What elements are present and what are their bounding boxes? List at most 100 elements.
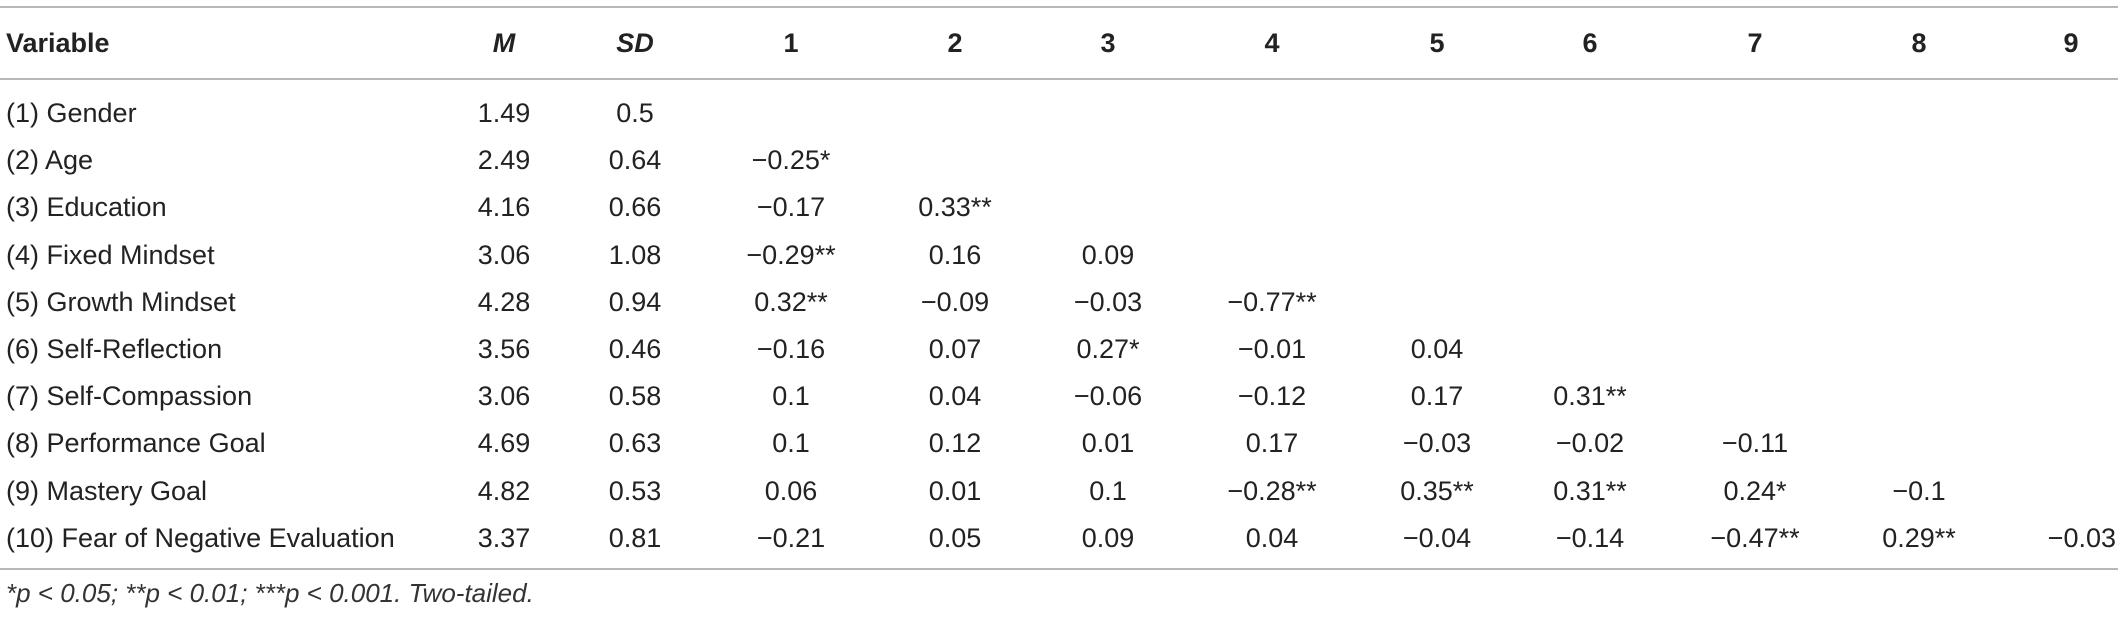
cell-sd: 0.81 [608, 522, 662, 553]
header-variable: Variable [6, 28, 110, 58]
cell-sd: 0.94 [608, 286, 662, 317]
row-label: (6) Self-Reflection [6, 333, 223, 364]
cell-correlation-col-3: −0.06 [1073, 381, 1143, 412]
header-col-7: 7 [1747, 28, 1763, 58]
cell-correlation-col-8: 0.29** [1882, 522, 1956, 553]
cell-correlation-col-6: 0.31** [1553, 381, 1627, 412]
cell-correlation-col-6: −0.14 [1555, 522, 1625, 553]
cell-sd: 0.5 [616, 98, 654, 128]
table-row: (7) Self-Compassion 3.06 0.58 0.1 0.04 −0.06 −… [0, 373, 2118, 420]
cell-correlation-col-1: −0.21 [756, 522, 826, 553]
cell-correlation-col-2: 0.33** [918, 192, 992, 223]
cell-sd: 0.66 [608, 192, 662, 223]
cell-sd: 0.58 [608, 381, 662, 412]
row-label: (9) Mastery Goal [6, 475, 208, 506]
cell-sd: 1.08 [608, 239, 662, 270]
cell-correlation-col-1: −0.17 [756, 192, 826, 223]
table-row: (9) Mastery Goal 4.82 0.53 0.06 0.01 0.1 −0.28… [0, 468, 2118, 515]
row-label: (8) Performance Goal [6, 428, 266, 459]
cell-mean: 4.16 [477, 192, 531, 223]
cell-correlation-col-1: −0.29** [746, 239, 836, 270]
cell-correlation-col-2: 0.16 [928, 239, 982, 270]
cell-correlation-col-2: 0.12 [928, 428, 982, 459]
row-label: (1) Gender [6, 98, 137, 128]
cell-correlation-col-2: 0.04 [928, 381, 982, 412]
row-label: (7) Self-Compassion [6, 381, 253, 412]
row-label: (2) Age [6, 145, 94, 176]
cell-correlation-col-4: −0.12 [1237, 381, 1307, 412]
cell-sd: 0.63 [608, 428, 662, 459]
cell-correlation-col-5: 0.17 [1410, 381, 1464, 412]
table-top-rule [0, 6, 2118, 8]
cell-correlation-col-1: 0.1 [772, 428, 810, 459]
cell-sd: 0.64 [608, 145, 662, 176]
header-col-6: 6 [1582, 28, 1598, 58]
cell-correlation-col-6: −0.02 [1555, 428, 1625, 459]
table-bottom-rule [0, 568, 2118, 570]
header-col-5: 5 [1429, 28, 1445, 58]
cell-correlation-col-5: −0.03 [1402, 428, 1472, 459]
cell-correlation-col-1: 0.1 [772, 381, 810, 412]
cell-correlation-col-4: −0.77** [1227, 286, 1317, 317]
cell-correlation-col-1: 0.06 [764, 475, 818, 506]
table-row: (6) Self-Reflection 3.56 0.46 −0.16 0.07 0.27… [0, 326, 2118, 373]
cell-correlation-col-4: −0.28** [1227, 475, 1317, 506]
table-row: (2) Age 2.49 0.64 −0.25* [0, 137, 2118, 184]
cell-correlation-col-2: 0.05 [928, 522, 982, 553]
table-header-rule [0, 78, 2118, 80]
header-sd: SD [616, 28, 654, 58]
cell-correlation-col-3: 0.1 [1089, 475, 1127, 506]
table-row: (5) Growth Mindset 4.28 0.94 0.32** −0.09 −0.… [0, 279, 2118, 326]
table-footnote: *p < 0.05; **p < 0.01; ***p < 0.001. Two… [6, 578, 534, 608]
table-header-row: Variable M SD 1 2 3 4 5 6 7 8 9 [0, 8, 2118, 78]
header-col-8: 8 [1911, 28, 1927, 58]
header-col-3: 3 [1100, 28, 1116, 58]
header-m: M [492, 28, 516, 58]
cell-correlation-col-2: 0.01 [928, 475, 982, 506]
cell-correlation-col-5: 0.35** [1400, 475, 1474, 506]
table-row: (8) Performance Goal 4.69 0.63 0.1 0.12 0.01 0… [0, 420, 2118, 467]
cell-correlation-col-4: 0.17 [1245, 428, 1299, 459]
cell-correlation-col-1: 0.32** [754, 286, 828, 317]
table-row: (4) Fixed Mindset 3.06 1.08 −0.29** 0.16 0.09 [0, 232, 2118, 279]
cell-mean: 3.56 [477, 333, 531, 364]
cell-correlation-col-1: −0.16 [756, 333, 826, 364]
cell-mean: 3.06 [477, 239, 531, 270]
cell-mean: 4.69 [477, 428, 531, 459]
cell-sd: 0.53 [608, 475, 662, 506]
cell-correlation-col-6: 0.31** [1553, 475, 1627, 506]
cell-mean: 3.06 [477, 381, 531, 412]
cell-correlation-col-1: −0.25* [751, 145, 831, 176]
cell-mean: 4.82 [477, 475, 531, 506]
cell-correlation-col-2: −0.09 [920, 286, 990, 317]
cell-correlation-col-2: 0.07 [928, 333, 982, 364]
row-label: (4) Fixed Mindset [6, 239, 215, 270]
cell-correlation-col-4: 0.04 [1245, 522, 1299, 553]
cell-sd: 0.46 [608, 333, 662, 364]
row-label: (10) Fear of Negative Evaluation [6, 522, 395, 553]
cell-mean: 4.28 [477, 286, 531, 317]
cell-correlation-col-7: 0.24* [1723, 475, 1787, 506]
cell-correlation-col-3: −0.03 [1073, 286, 1143, 317]
cell-correlation-col-8: −0.1 [1892, 475, 1946, 506]
cell-correlation-col-3: 0.09 [1081, 239, 1135, 270]
cell-correlation-col-5: −0.04 [1402, 522, 1472, 553]
table-row: (3) Education 4.16 0.66 −0.17 0.33** [0, 184, 2118, 231]
cell-correlation-col-5: 0.04 [1410, 333, 1464, 364]
header-col-2: 2 [947, 28, 963, 58]
cell-mean: 1.49 [477, 98, 531, 128]
cell-mean: 3.37 [477, 522, 531, 553]
row-label: (5) Growth Mindset [6, 286, 236, 317]
table-row: (1) Gender 1.49 0.5 [0, 90, 2118, 137]
cell-correlation-col-3: 0.01 [1081, 428, 1135, 459]
cell-mean: 2.49 [477, 145, 531, 176]
header-col-1: 1 [783, 28, 799, 58]
table-body: (1) Gender 1.49 0.5 (2) Age 2.49 0.64 −0.25* (3… [0, 90, 2118, 562]
cell-correlation-col-3: 0.09 [1081, 522, 1135, 553]
cell-correlation-col-4: −0.01 [1237, 333, 1307, 364]
cell-correlation-col-9: −0.03 [2047, 522, 2116, 553]
cell-correlation-col-3: 0.27* [1076, 333, 1140, 364]
header-col-4: 4 [1264, 28, 1280, 58]
table-row: (10) Fear of Negative Evaluation 3.37 0.81… [0, 515, 2118, 562]
row-label: (3) Education [6, 192, 167, 223]
